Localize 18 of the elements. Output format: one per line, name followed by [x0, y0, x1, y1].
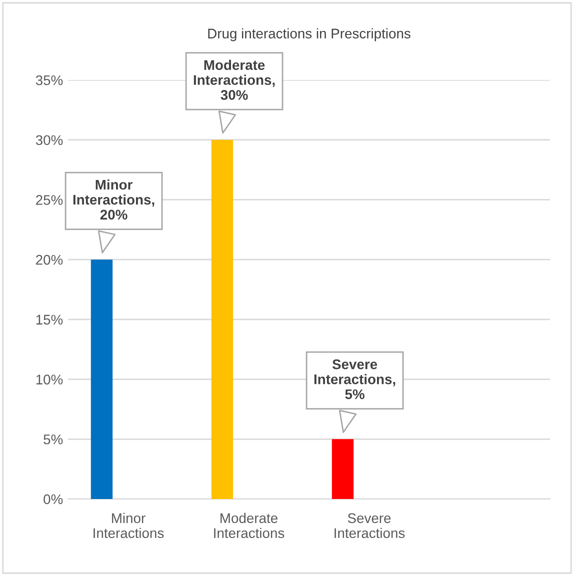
- y-tick-label: 20%: [36, 254, 63, 265]
- y-tick-label: 5%: [44, 434, 63, 444]
- x-tick-label: Minor Interactions: [94, 512, 164, 538]
- bar: [332, 439, 354, 499]
- bar: [90, 260, 113, 499]
- y-tick-label: 35%: [36, 75, 63, 86]
- x-tick-label: Severe Interactions: [334, 513, 405, 538]
- y-tick-label: 10%: [36, 374, 63, 384]
- x-tick-label: Moderate Interactions: [214, 512, 284, 538]
- y-tick-label: 30%: [36, 135, 63, 146]
- data-label: Minor Interactions, 20%: [73, 179, 154, 220]
- data-label: Severe Interactions, 5%: [314, 359, 396, 400]
- y-tick-label: 15%: [36, 314, 63, 325]
- y-tick-label: 0%: [44, 494, 63, 504]
- chart-title: Drug interactions in Prescriptions: [208, 28, 410, 42]
- data-label: Moderate Interactions, 30%: [194, 60, 275, 100]
- bar: [211, 140, 234, 499]
- y-tick-label: 25%: [36, 195, 63, 205]
